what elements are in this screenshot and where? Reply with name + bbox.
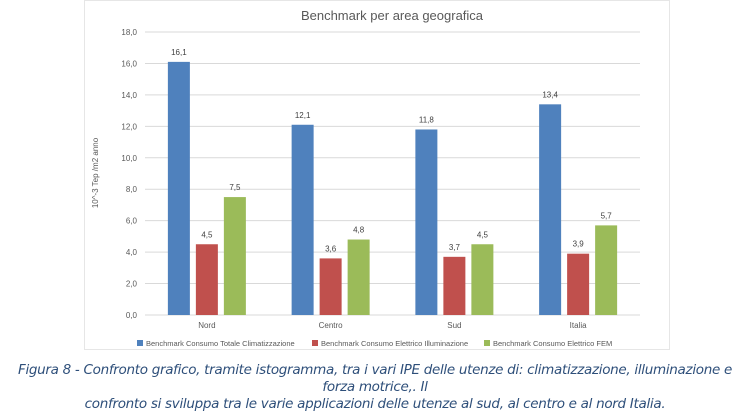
legend-label: Benchmark Consumo Elettrico FEM bbox=[493, 339, 612, 348]
y-tick-label: 14,0 bbox=[121, 91, 137, 100]
caption-line-2: confronto si sviluppa tra le varie appli… bbox=[84, 396, 666, 412]
y-tick-label: 8,0 bbox=[126, 185, 138, 194]
data-label: 16,1 bbox=[171, 48, 187, 57]
bar bbox=[347, 239, 370, 315]
x-tick-label: Centro bbox=[319, 321, 344, 330]
x-tick-label: Sud bbox=[447, 321, 461, 330]
bar bbox=[291, 124, 314, 315]
chart-frame bbox=[84, 0, 670, 350]
bar bbox=[595, 225, 618, 315]
legend-swatch bbox=[484, 340, 490, 346]
y-tick-label: 10,0 bbox=[121, 154, 137, 163]
legend-label: Benchmark Consumo Totale Climatizzazione bbox=[146, 339, 295, 348]
data-label: 12,1 bbox=[295, 111, 311, 120]
bar bbox=[471, 244, 494, 315]
x-tick-label: Nord bbox=[198, 321, 215, 330]
bar-chart: Benchmark per area geografica 0,0 2,0 4,0 6,… bbox=[91, 8, 640, 348]
data-label: 4,5 bbox=[201, 230, 213, 239]
chart-title: Benchmark per area geografica bbox=[301, 8, 484, 23]
bar bbox=[167, 61, 190, 315]
figure: Benchmark per area geografica 0,0 2,0 4,0 6,… bbox=[18, 0, 732, 412]
legend-label: Benchmark Consumo Elettrico Illuminazion… bbox=[321, 339, 468, 348]
data-label: 4,5 bbox=[477, 230, 489, 239]
y-tick-label: 6,0 bbox=[126, 217, 138, 226]
y-tick-label: 18,0 bbox=[121, 28, 137, 37]
y-tick-label: 12,0 bbox=[121, 122, 137, 131]
data-label: 7,5 bbox=[229, 183, 241, 192]
data-label: 3,6 bbox=[325, 244, 337, 253]
data-label: 5,7 bbox=[601, 211, 613, 220]
data-label: 11,8 bbox=[419, 115, 435, 124]
bar bbox=[567, 253, 590, 315]
y-tick-label: 2,0 bbox=[126, 280, 138, 289]
bar bbox=[195, 244, 218, 315]
legend-swatch bbox=[137, 340, 143, 346]
data-label: 4,8 bbox=[353, 226, 365, 235]
x-tick-label: Italia bbox=[570, 321, 587, 330]
bar bbox=[539, 104, 562, 315]
bar bbox=[443, 256, 466, 315]
bar bbox=[415, 129, 438, 315]
figure-caption: Figura 8 - Confronto grafico, tramite is… bbox=[0, 362, 750, 413]
y-axis-label: 10^-3 Tep /m2 anno bbox=[91, 137, 100, 208]
data-label: 3,7 bbox=[449, 243, 461, 252]
y-tick-label: 4,0 bbox=[126, 248, 138, 257]
legend-swatch bbox=[312, 340, 318, 346]
caption-line-1: Figura 8 - Confronto grafico, tramite is… bbox=[17, 362, 732, 395]
bar bbox=[319, 258, 342, 315]
data-label: 13,4 bbox=[542, 90, 558, 99]
y-tick-label: 0,0 bbox=[126, 311, 138, 320]
y-tick-label: 16,0 bbox=[121, 59, 137, 68]
data-label: 3,9 bbox=[573, 240, 585, 249]
bar bbox=[223, 197, 246, 315]
